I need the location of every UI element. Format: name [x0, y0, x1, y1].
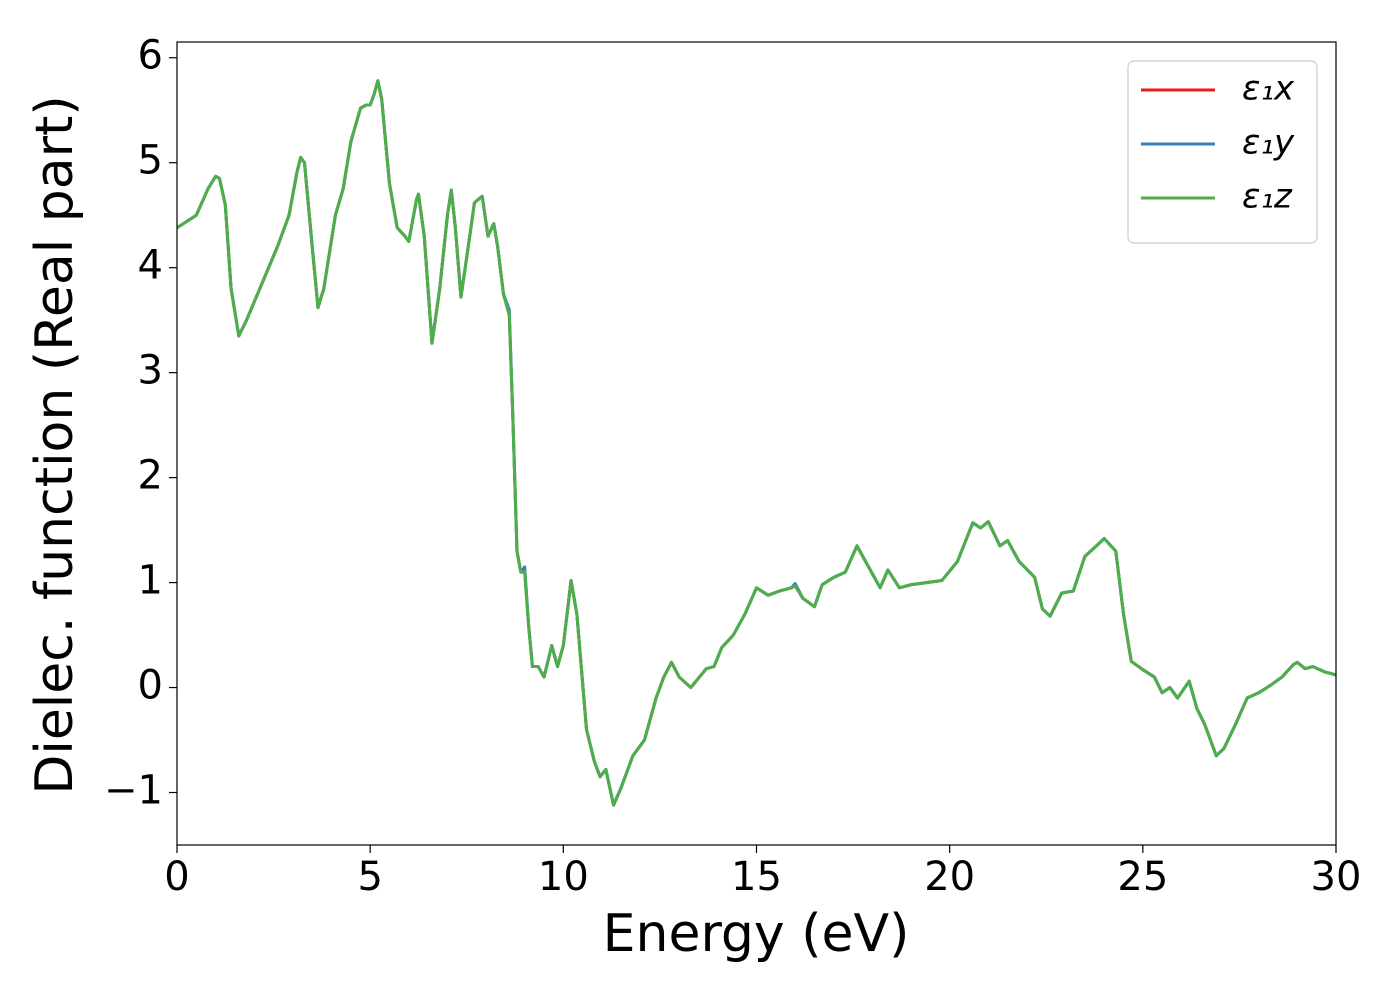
y-tick-label: 2	[138, 453, 163, 499]
legend-label: ε₁y	[1242, 123, 1295, 163]
y-tick-label: 3	[138, 348, 163, 394]
y-tick-label: 0	[138, 663, 163, 709]
plot-area	[177, 79, 1336, 807]
y-axis-label: Dielec. function (Real part)	[25, 95, 85, 794]
x-tick-label: 5	[357, 854, 382, 900]
x-tick-label: 10	[538, 854, 589, 900]
y-tick-label: −1	[104, 768, 163, 814]
y-tick-label: 1	[138, 558, 163, 604]
y-tick-label: 6	[138, 33, 163, 79]
series-line	[177, 79, 1336, 807]
x-tick-label: 15	[731, 854, 782, 900]
legend-label: ε₁x	[1242, 69, 1295, 109]
y-tick-label: 4	[138, 243, 163, 289]
x-tick-label: 20	[924, 854, 975, 900]
y-tick-label: 5	[138, 138, 163, 184]
x-tick-label: 25	[1117, 854, 1168, 900]
x-tick-label: 30	[1311, 854, 1362, 900]
x-tick-label: 0	[164, 854, 189, 900]
legend-label: ε₁z	[1242, 177, 1293, 217]
x-axis-label: Energy (eV)	[603, 904, 910, 964]
